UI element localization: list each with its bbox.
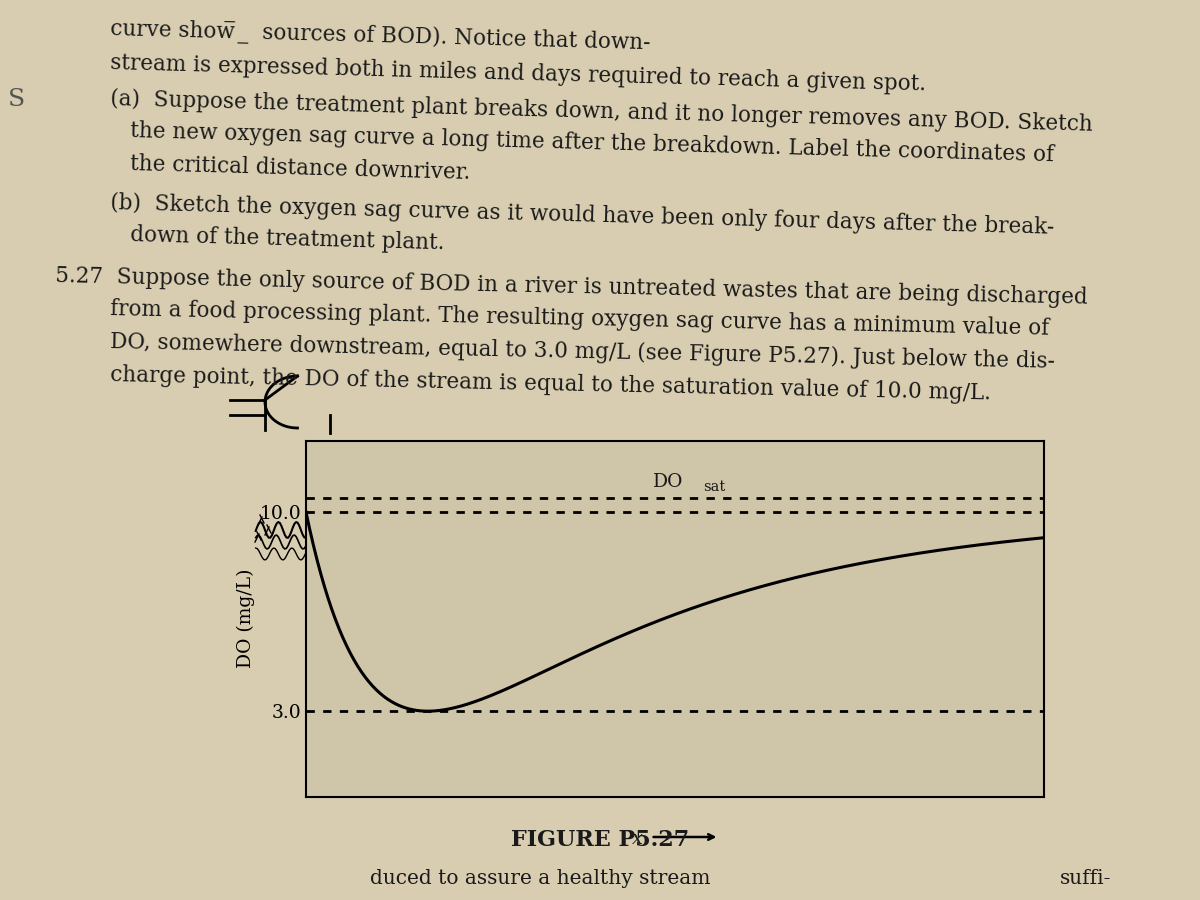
Text: DO, somewhere downstream, equal to 3.0 mg/L (see Figure P5.27). Just below the d: DO, somewhere downstream, equal to 3.0 m… <box>110 331 1055 373</box>
Text: $k_d = 0.20/d$: $k_d = 0.20/d$ <box>760 459 871 482</box>
Text: stream is expressed both in miles and days required to reach a given spot.: stream is expressed both in miles and da… <box>110 52 926 95</box>
Text: DO: DO <box>653 472 683 490</box>
Text: duced to assure a healthy stream: duced to assure a healthy stream <box>370 868 710 887</box>
Text: x: x <box>631 830 643 848</box>
Text: charge point, the DO of the stream is equal to the saturation value of 10.0 mg/L: charge point, the DO of the stream is eq… <box>110 364 991 404</box>
Text: 5.27  Suppose the only source of BOD in a river is untreated wastes that are bei: 5.27 Suppose the only source of BOD in a… <box>55 265 1088 309</box>
Text: down of the treatment plant.: down of the treatment plant. <box>130 224 445 254</box>
Text: curve show̅̅  ̲̲̲̲̲̲̲̲̲̲̲̲̲̲  sources of BOD). Notice that down-: curve show̅̅ ̲̲̲̲̲̲̲̲̲̲̲̲̲̲ sources of B… <box>110 18 650 54</box>
Text: from a food processing plant. The resulting oxygen sag curve has a minimum value: from a food processing plant. The result… <box>110 298 1049 339</box>
Text: the critical distance downriver.: the critical distance downriver. <box>130 153 470 184</box>
Text: FIGURE P5.27: FIGURE P5.27 <box>511 829 689 851</box>
Text: $k_r = 0.80/d$: $k_r = 0.80/d$ <box>570 459 679 482</box>
Text: 60 mi/day: 60 mi/day <box>355 461 456 480</box>
Text: (a)  Suppose the treatment plant breaks down, and it no longer removes any BOD. : (a) Suppose the treatment plant breaks d… <box>110 88 1093 136</box>
Text: sat: sat <box>703 480 725 493</box>
Text: S: S <box>8 88 25 111</box>
Text: suffi-: suffi- <box>1060 868 1111 887</box>
Text: (b)  Sketch the oxygen sag curve as it would have been only four days after the : (b) Sketch the oxygen sag curve as it wo… <box>110 192 1055 238</box>
Y-axis label: DO (mg/L): DO (mg/L) <box>236 569 254 669</box>
Text: the new oxygen sag curve a long time after the breakdown. Label the coordinates : the new oxygen sag curve a long time aft… <box>130 120 1055 166</box>
